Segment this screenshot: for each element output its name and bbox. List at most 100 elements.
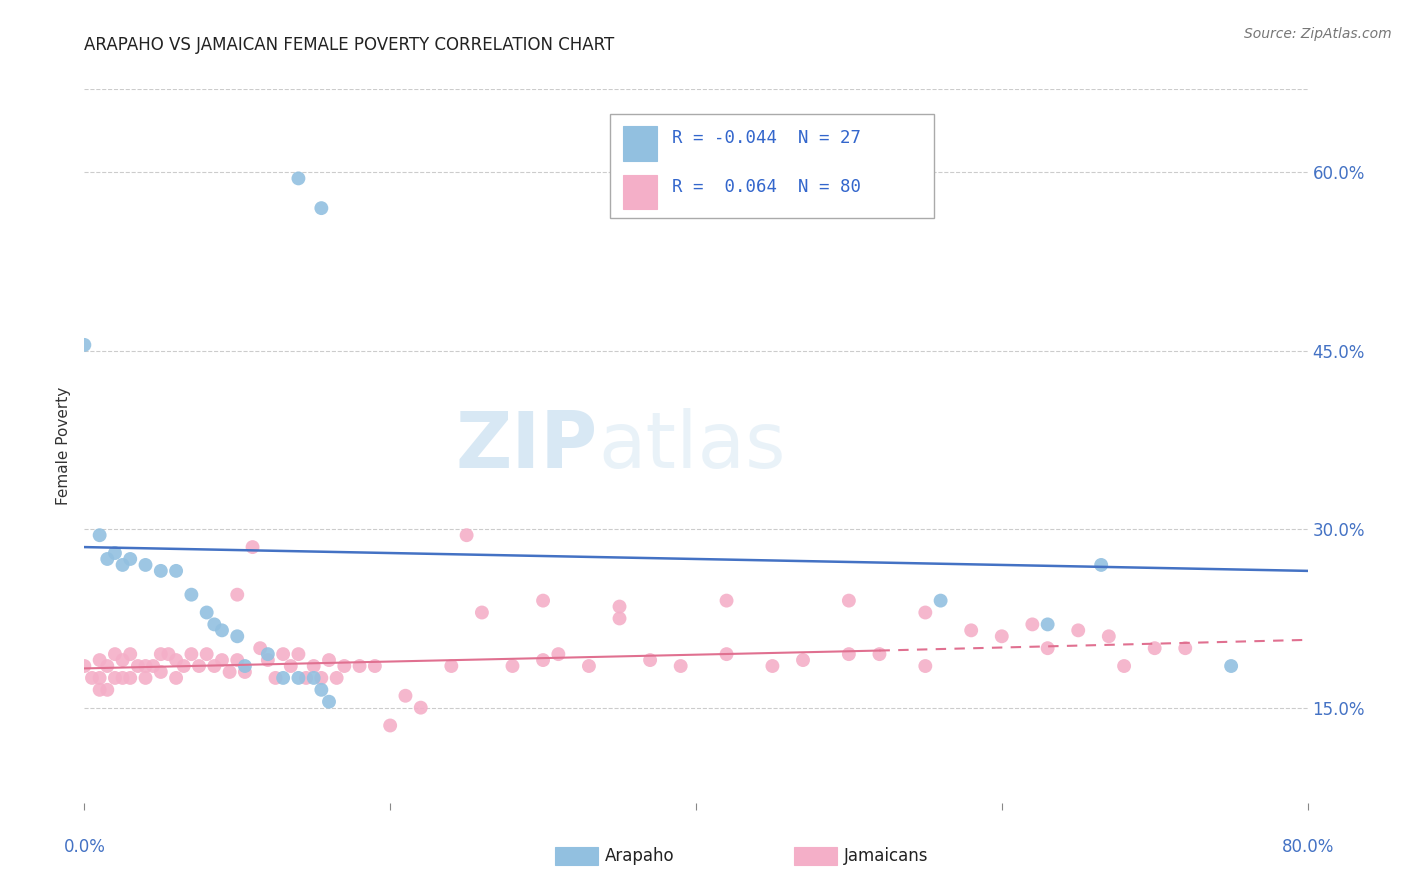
Point [104, 671, 127, 685]
Point [135, 659, 157, 673]
Point [142, 659, 165, 673]
Text: R =  0.064  N = 80: R = 0.064 N = 80 [672, 178, 860, 195]
Point [111, 653, 134, 667]
Point [364, 659, 387, 673]
Point [394, 689, 416, 703]
Point [165, 653, 187, 667]
Point [349, 659, 371, 673]
Point [195, 647, 218, 661]
Point [89, 671, 111, 685]
Point [149, 647, 172, 661]
Point [271, 647, 294, 661]
Point [202, 617, 225, 632]
Point [111, 558, 134, 572]
Point [226, 653, 249, 667]
Point [838, 593, 860, 607]
Point [960, 624, 983, 638]
Text: Jamaicans: Jamaicans [844, 847, 928, 865]
Point [120, 552, 142, 566]
Point [218, 665, 240, 679]
Point [609, 611, 631, 625]
Point [1174, 641, 1197, 656]
Point [89, 528, 111, 542]
Point [257, 653, 280, 667]
Point [295, 671, 318, 685]
Point [1090, 558, 1112, 572]
Point [311, 671, 333, 685]
Point [271, 671, 294, 685]
Point [226, 629, 249, 643]
Point [89, 682, 111, 697]
Point [89, 653, 111, 667]
FancyBboxPatch shape [610, 114, 935, 218]
Point [409, 700, 432, 714]
Text: ARAPAHO VS JAMAICAN FEMALE POVERTY CORRELATION CHART: ARAPAHO VS JAMAICAN FEMALE POVERTY CORRE… [84, 36, 614, 54]
Text: 0.0%: 0.0% [63, 838, 105, 856]
Point [120, 647, 142, 661]
Bar [623, 127, 657, 161]
Bar [623, 175, 657, 210]
Point [135, 671, 157, 685]
Text: atlas: atlas [598, 408, 786, 484]
Point [180, 647, 202, 661]
Point [838, 647, 860, 661]
Point [180, 588, 202, 602]
Point [242, 540, 264, 554]
Point [638, 653, 661, 667]
Point [991, 629, 1014, 643]
Point [1036, 617, 1059, 632]
Point [471, 606, 494, 620]
Point [135, 558, 157, 572]
Point [211, 624, 233, 638]
Point [165, 564, 187, 578]
Point [1067, 624, 1090, 638]
Point [202, 659, 225, 673]
Point [547, 647, 569, 661]
Point [1220, 659, 1243, 673]
Point [669, 659, 692, 673]
Point [73, 338, 96, 352]
Point [226, 588, 249, 602]
Point [502, 659, 524, 673]
Point [149, 564, 172, 578]
Point [80, 671, 103, 685]
Point [264, 671, 287, 685]
Point [440, 659, 463, 673]
Text: R = -0.044  N = 27: R = -0.044 N = 27 [672, 129, 860, 147]
Point [233, 659, 256, 673]
Point [96, 682, 118, 697]
Point [302, 659, 325, 673]
Point [914, 659, 936, 673]
Point [257, 647, 280, 661]
Point [456, 528, 478, 542]
Point [914, 606, 936, 620]
Point [96, 659, 118, 673]
Point [120, 671, 142, 685]
Point [929, 593, 952, 607]
Point [104, 546, 127, 560]
Point [287, 171, 309, 186]
Point [287, 671, 309, 685]
Point [531, 653, 554, 667]
Point [111, 671, 134, 685]
Point [869, 647, 891, 661]
Text: Arapaho: Arapaho [605, 847, 675, 865]
Point [73, 659, 96, 673]
Point [311, 682, 333, 697]
Point [318, 653, 340, 667]
Point [531, 593, 554, 607]
Point [195, 606, 218, 620]
Point [380, 718, 402, 732]
Y-axis label: Female Poverty: Female Poverty [56, 387, 72, 505]
Text: Source: ZipAtlas.com: Source: ZipAtlas.com [1244, 27, 1392, 41]
Point [716, 593, 738, 607]
Point [578, 659, 600, 673]
Point [716, 647, 738, 661]
Point [761, 659, 783, 673]
Point [1114, 659, 1136, 673]
Text: ZIP: ZIP [456, 408, 598, 484]
Point [1143, 641, 1166, 656]
Point [609, 599, 631, 614]
Point [96, 552, 118, 566]
Point [311, 201, 333, 215]
